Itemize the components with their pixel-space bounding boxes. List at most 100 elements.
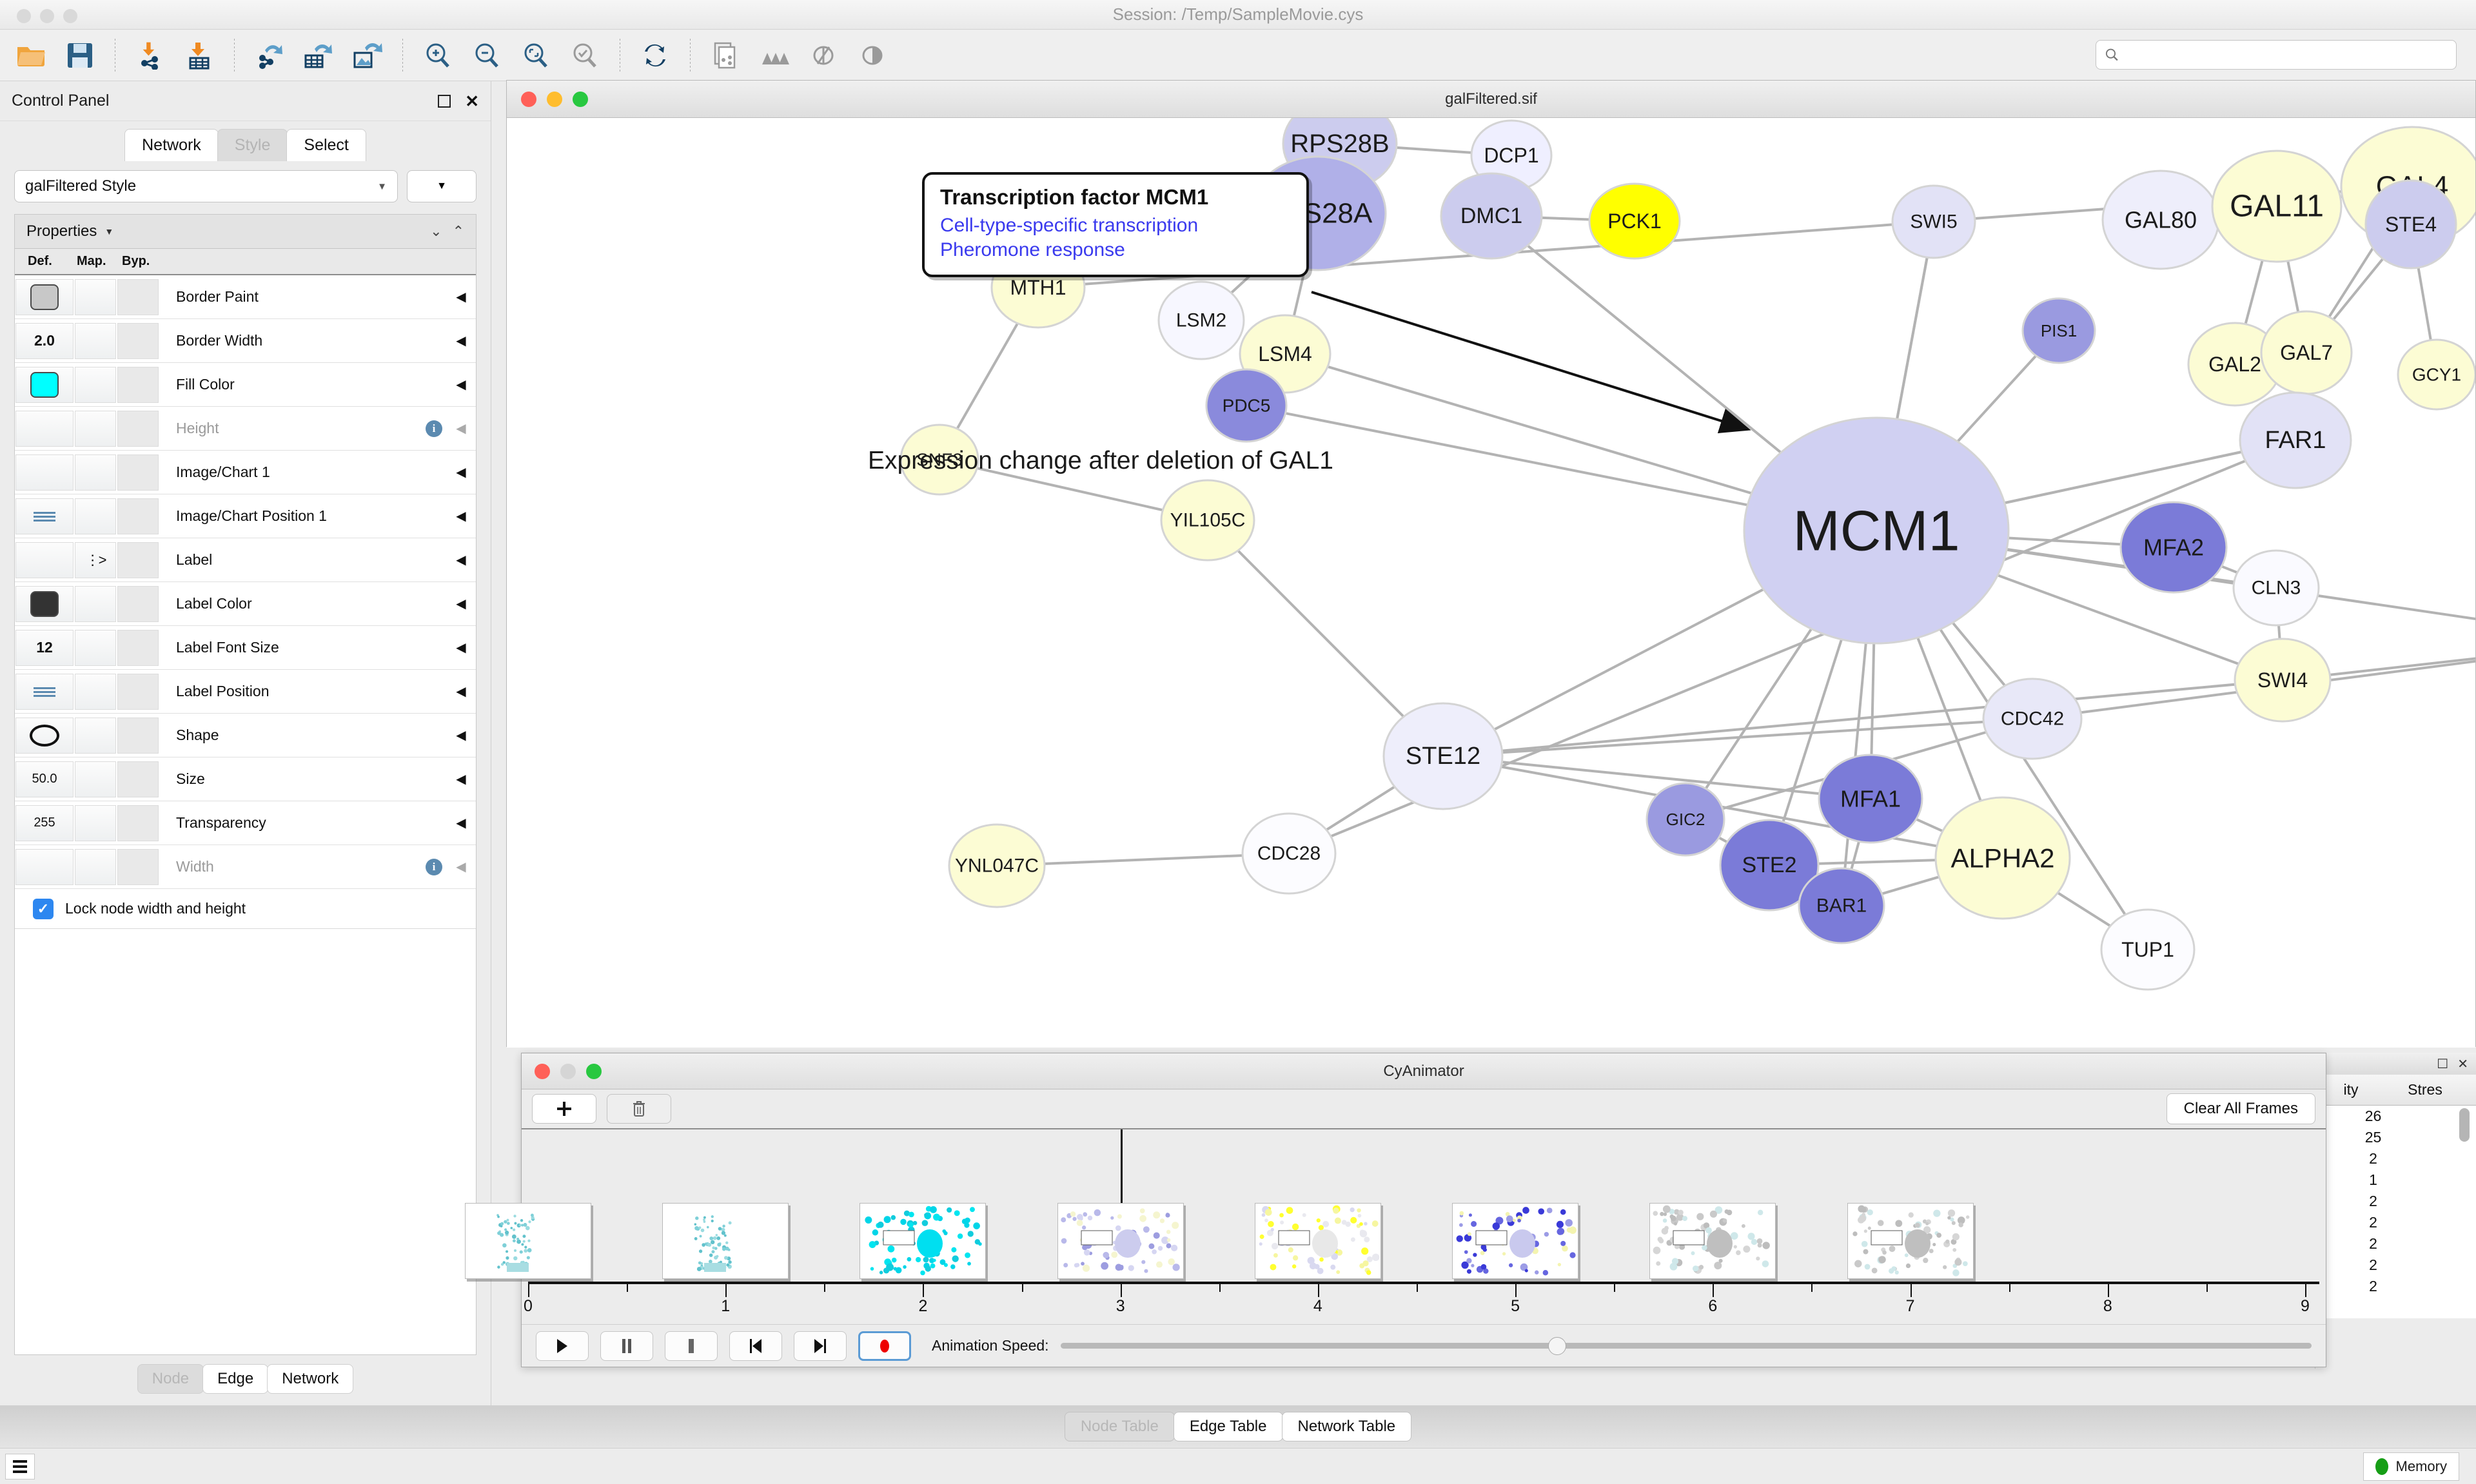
property-row[interactable]: Fill Color ◀: [15, 363, 476, 407]
property-default-cell[interactable]: 12: [15, 629, 74, 666]
property-row[interactable]: Image/Chart 1 ◀: [15, 451, 476, 494]
network-edge[interactable]: [2282, 641, 2475, 681]
property-default-cell[interactable]: [15, 717, 74, 754]
property-row[interactable]: Width i ◀: [15, 845, 476, 889]
import-network-icon[interactable]: [126, 34, 175, 77]
property-mapping-cell[interactable]: [75, 629, 116, 666]
slider-knob[interactable]: [1548, 1336, 1567, 1355]
property-row[interactable]: Border Paint ◀: [15, 275, 476, 319]
network-node[interactable]: YIL105C: [1160, 479, 1255, 561]
property-row[interactable]: 12 Label Font Size ◀: [15, 626, 476, 670]
network-node[interactable]: SWI4: [2234, 638, 2332, 723]
network-edge[interactable]: [1442, 718, 2033, 757]
expand-arrow-icon[interactable]: ◀: [456, 509, 466, 523]
network-node[interactable]: MFA2: [2119, 501, 2228, 594]
zoom-fit-icon[interactable]: [511, 34, 560, 77]
property-bypass-cell[interactable]: [117, 542, 159, 578]
info-icon[interactable]: i: [426, 858, 442, 875]
memory-status-button[interactable]: Memory: [2363, 1452, 2459, 1481]
style-options-button[interactable]: ▼: [407, 170, 477, 202]
color-swatch[interactable]: [30, 371, 59, 398]
tab-network-table[interactable]: Network Table: [1281, 1412, 1412, 1441]
property-bypass-cell[interactable]: [117, 629, 159, 666]
mcm1-annotation[interactable]: Transcription factor MCM1 Cell-type-spec…: [922, 172, 1309, 277]
network-window-traffic-lights[interactable]: [521, 91, 588, 107]
delete-frame-button[interactable]: [607, 1094, 671, 1124]
mapping-icon[interactable]: ⋮>: [85, 551, 107, 568]
expand-arrow-icon[interactable]: ◀: [456, 728, 466, 743]
close-window-dot[interactable]: [535, 1063, 550, 1079]
close-icon[interactable]: ✕: [2457, 1057, 2468, 1071]
style-select[interactable]: galFiltered Style ▼: [14, 170, 398, 202]
timeline-frame[interactable]: [465, 1203, 591, 1279]
tab-node[interactable]: Node: [137, 1364, 204, 1394]
table-row[interactable]: 2: [2369, 1256, 2377, 1273]
network-node[interactable]: STE2: [1719, 819, 1820, 912]
network-node[interactable]: CDC42: [1982, 678, 2083, 760]
expand-arrow-icon[interactable]: ◀: [456, 597, 466, 611]
tab-node-table[interactable]: Node Table: [1064, 1412, 1175, 1441]
refresh-icon[interactable]: [631, 34, 680, 77]
collapse-all-icon[interactable]: ⌄: [430, 223, 442, 239]
zoom-selected-icon[interactable]: [560, 34, 609, 77]
window-traffic-lights[interactable]: [17, 9, 77, 23]
table-row[interactable]: 1: [2369, 1171, 2377, 1188]
network-node[interactable]: ALPHA2: [1934, 796, 2071, 920]
chevron-down-icon[interactable]: ▼: [104, 226, 114, 237]
network-node[interactable]: GAL2: [2187, 322, 2283, 407]
table-row[interactable]: 25: [2364, 1129, 2382, 1146]
network-node[interactable]: DMC1: [1440, 172, 1543, 260]
close-window-dot[interactable]: [521, 91, 536, 107]
property-bypass-cell[interactable]: [117, 278, 159, 315]
property-bypass-cell[interactable]: [117, 585, 159, 622]
property-mapping-cell[interactable]: [75, 585, 116, 622]
network-node[interactable]: TUP1: [2100, 908, 2196, 991]
export-network-icon[interactable]: [245, 34, 294, 77]
open-folder-icon[interactable]: [6, 34, 55, 77]
property-mapping-cell[interactable]: [75, 805, 116, 841]
property-row[interactable]: 255 Transparency ◀: [15, 801, 476, 845]
property-default-cell[interactable]: 255: [15, 805, 74, 841]
network-edge[interactable]: [1442, 679, 2283, 757]
property-bypass-cell[interactable]: [117, 805, 159, 841]
network-node[interactable]: FAR1: [2239, 391, 2352, 489]
property-mapping-cell[interactable]: [75, 322, 116, 359]
property-default-cell[interactable]: [15, 454, 74, 491]
table-row[interactable]: 26: [2364, 1108, 2382, 1124]
tab-edge-table[interactable]: Edge Table: [1173, 1412, 1283, 1441]
property-mapping-cell[interactable]: [75, 454, 116, 491]
float-panel-icon[interactable]: [438, 94, 451, 108]
expand-arrow-icon[interactable]: ◀: [456, 772, 466, 786]
expand-arrow-icon[interactable]: ◀: [456, 334, 466, 348]
network-node[interactable]: CLN3: [2232, 549, 2320, 627]
property-bypass-cell[interactable]: [117, 366, 159, 403]
tab-network-style[interactable]: Network: [267, 1364, 354, 1394]
network-node[interactable]: CDC28: [1241, 812, 1337, 895]
property-mapping-cell[interactable]: [75, 366, 116, 403]
timeline-frame[interactable]: [662, 1203, 789, 1279]
property-mapping-cell[interactable]: ⋮>: [75, 542, 116, 578]
expand-arrow-icon[interactable]: ◀: [456, 641, 466, 655]
property-row[interactable]: Label Color ◀: [15, 582, 476, 626]
network-node[interactable]: STE4: [2364, 179, 2457, 269]
table-row[interactable]: 2: [2369, 1193, 2377, 1209]
show-icon[interactable]: [848, 34, 897, 77]
property-row[interactable]: Shape ◀: [15, 714, 476, 757]
property-default-cell[interactable]: [15, 410, 74, 447]
cyanimator-traffic-lights[interactable]: [535, 1063, 602, 1079]
property-default-cell[interactable]: [15, 585, 74, 622]
expand-arrow-icon[interactable]: ◀: [456, 816, 466, 830]
expand-all-icon[interactable]: ⌃: [452, 223, 464, 239]
property-mapping-cell[interactable]: [75, 278, 116, 315]
layout-icon[interactable]: [750, 34, 799, 77]
network-node[interactable]: GAL11: [2211, 150, 2343, 263]
property-default-cell[interactable]: [15, 542, 74, 578]
expand-arrow-icon[interactable]: ◀: [456, 860, 466, 874]
property-row[interactable]: ⋮> Label ◀: [15, 538, 476, 582]
network-edge[interactable]: [996, 852, 1290, 867]
expand-arrow-icon[interactable]: ◀: [456, 685, 466, 699]
property-mapping-cell[interactable]: [75, 761, 116, 797]
zoom-out-icon[interactable]: [462, 34, 511, 77]
property-default-cell[interactable]: 2.0: [15, 322, 74, 359]
